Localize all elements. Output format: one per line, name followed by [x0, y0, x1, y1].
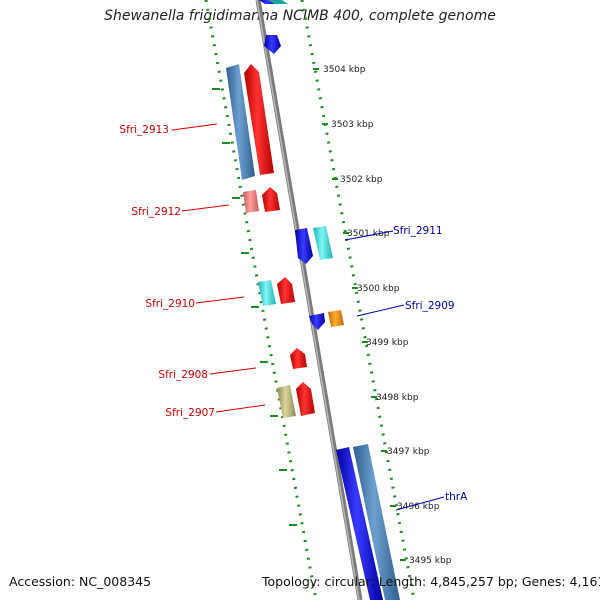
gene-label[interactable]: Sfri_2908: [158, 369, 208, 381]
tick-label: 3504 kbp: [323, 65, 366, 75]
gene-sfri-2913-a[interactable]: [226, 64, 255, 180]
gene-label[interactable]: Sfri_2909: [405, 300, 455, 312]
gene-arrow[interactable]: [268, 0, 288, 4]
gene-thra[interactable]: [353, 444, 400, 600]
tick-label: 3500 kbp: [357, 284, 400, 294]
gene-sfri-2909-a[interactable]: [309, 313, 325, 330]
tick-label: 3495 kbp: [409, 556, 452, 566]
gene-label[interactable]: thrA: [445, 491, 468, 503]
gene-sfri-2912[interactable]: [262, 187, 280, 212]
gene-sfri-2909[interactable]: [328, 310, 344, 327]
gene-label[interactable]: Sfri_2913: [119, 124, 169, 136]
leader-line: [209, 367, 257, 375]
tick-label: 3503 kbp: [331, 120, 374, 130]
gene-label[interactable]: Sfri_2910: [145, 298, 195, 310]
leader-line: [171, 123, 218, 131]
genome-summary-text: Topology: circular; Length: 4,845,257 bp…: [262, 574, 600, 589]
leader-line: [195, 296, 245, 304]
gene-label[interactable]: Sfri_2907: [165, 407, 215, 419]
accession-text: Accession: NC_008345: [9, 574, 152, 589]
tick-label: 3497 kbp: [387, 447, 430, 457]
leader-line: [215, 404, 266, 413]
gene-sfri-2910-a[interactable]: [258, 280, 276, 306]
gene-sfri-2911[interactable]: [313, 226, 333, 260]
gene-sfri-2908[interactable]: [290, 348, 307, 369]
leader-line: [181, 204, 230, 212]
tick-marks: [212, 68, 406, 561]
gene-sfri-2911-a[interactable]: [295, 228, 313, 264]
gene-sfri-2912-a[interactable]: [243, 190, 259, 213]
gene-sfri-2910[interactable]: [277, 277, 295, 304]
tick-label: 3498 kbp: [376, 393, 419, 403]
gene-label[interactable]: Sfri_2912: [131, 206, 181, 218]
genome-backbone: [255, 0, 363, 600]
gene-label[interactable]: Sfri_2911: [393, 225, 443, 237]
leader-line: [395, 496, 445, 511]
tick-label: 3502 kbp: [340, 175, 383, 185]
leader-line: [356, 304, 405, 317]
gene-sfri-2913[interactable]: [244, 64, 274, 175]
gene-sfri-2907-a[interactable]: [277, 385, 296, 418]
tick-label: 3499 kbp: [366, 338, 409, 348]
tick-label: 3501 kbp: [347, 229, 390, 239]
genome-title: Shewanella frigidimarina NCIMB 400, comp…: [104, 8, 496, 24]
gene-blue-large[interactable]: [336, 447, 383, 600]
gene-sfri-2907[interactable]: [296, 382, 315, 416]
tick-label: 3496 kbp: [397, 502, 440, 512]
gene-arrow[interactable]: [264, 35, 281, 54]
leader-line: [344, 230, 394, 241]
